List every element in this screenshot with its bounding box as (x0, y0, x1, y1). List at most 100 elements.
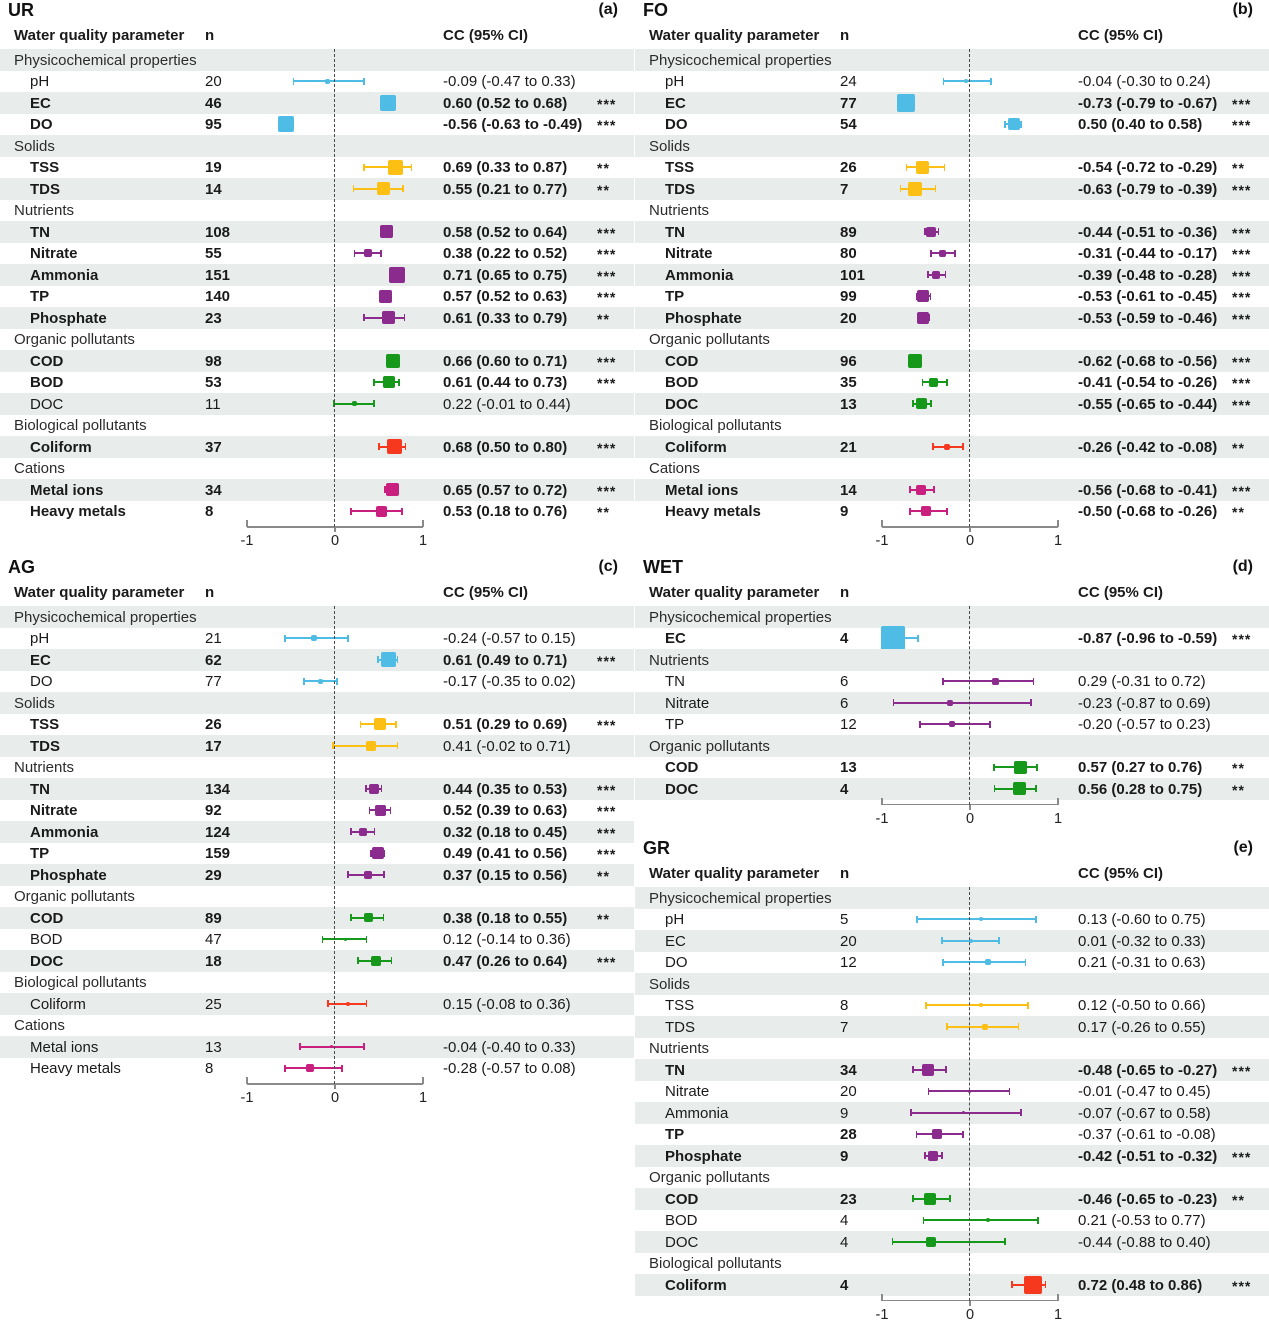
column-header-n: n (840, 865, 850, 882)
ci-whisker (942, 680, 1034, 683)
category-label: Physicochemical properties (14, 51, 197, 69)
significance-stars: *** (1232, 95, 1252, 112)
ci-whisker (919, 723, 991, 726)
ci-cap-high (335, 677, 338, 685)
ci-marker (1012, 782, 1026, 796)
n-value: 13 (840, 395, 857, 413)
cc-value: -0.48 (-0.65 to -0.27) (1078, 1061, 1218, 1079)
cc-value: 0.12 (-0.14 to 0.36) (443, 931, 571, 948)
ci-cap-low (378, 443, 380, 451)
ci-cap-low (924, 1152, 926, 1160)
x-axis: -1 0 1 (635, 520, 1269, 556)
cc-value: 0.52 (0.39 to 0.63) (443, 802, 568, 819)
parameter-label: Nitrate (30, 802, 78, 819)
significance-stars: ** (597, 910, 610, 927)
ci-marker (317, 678, 323, 684)
ci-cap-low (377, 656, 379, 664)
parameter-label: DOC (665, 780, 699, 798)
ci-marker (389, 266, 406, 283)
ci-marker (926, 226, 937, 237)
ci-cap-high (404, 443, 407, 451)
rows-container: Physicochemical properties pH 21 -0.24 (-0.… (0, 606, 634, 1079)
significance-stars: *** (1232, 289, 1252, 305)
ci-whisker (911, 1111, 1022, 1114)
category-row: Physicochemical properties (0, 49, 634, 71)
n-value: 17 (205, 737, 222, 755)
parameter-row: TDS 7 0.17 (-0.26 to 0.55) (635, 1016, 1269, 1038)
ci-cap-low (926, 271, 929, 279)
category-label: Cations (649, 460, 700, 477)
ci-cap-low (909, 486, 911, 494)
column-header-parameter: Water quality parameter (649, 584, 820, 601)
category-label: Organic pollutants (649, 331, 770, 348)
n-value: 20 (840, 309, 857, 327)
ci-cap-high (1020, 1109, 1022, 1117)
ci-cap-high (934, 185, 937, 193)
significance-stars: ** (1232, 760, 1245, 776)
parameter-row: COD 98 0.66 (0.60 to 0.71) *** (0, 350, 634, 372)
parameter-row: DOC 11 0.22 (-0.01 to 0.44) (0, 393, 634, 415)
ci-cap-high (954, 249, 956, 257)
zero-reference-line (334, 606, 336, 1084)
category-row: Organic pollutants (635, 329, 1269, 351)
parameter-label: TDS (30, 180, 60, 198)
axis-tick-label: 1 (418, 1090, 428, 1106)
ci-cap-high (1004, 1238, 1006, 1246)
ci-marker (932, 1129, 943, 1140)
x-axis-tick-zero (969, 804, 971, 810)
parameter-row: DO 77 -0.17 (-0.35 to 0.02) (0, 671, 634, 693)
column-header-cc: CC (95% CI) (443, 27, 529, 44)
ci-marker (908, 353, 923, 368)
n-value: 6 (840, 673, 849, 690)
ci-whisker (917, 918, 1036, 921)
panel-tag-label: (a) (598, 1, 618, 18)
ci-marker (928, 1150, 939, 1161)
parameter-row: Coliform 4 0.72 (0.48 to 0.86) *** (635, 1274, 1269, 1296)
category-row: Biological pollutants (635, 415, 1269, 437)
ci-cap-low (284, 634, 286, 642)
significance-stars: ** (1232, 504, 1245, 520)
ci-marker (329, 1045, 333, 1049)
cc-value: -0.53 (-0.59 to -0.46) (1078, 309, 1218, 327)
ci-cap-low (910, 1109, 912, 1117)
ci-cap-low (384, 486, 386, 494)
parameter-row: BOD 53 0.61 (0.44 to 0.73) *** (0, 372, 634, 394)
category-label: Organic pollutants (649, 1169, 770, 1186)
category-row: Cations (635, 458, 1269, 480)
parameter-row: Metal ions 13 -0.04 (-0.40 to 0.33) (0, 1036, 634, 1058)
parameter-row: Nitrate 92 0.52 (0.39 to 0.63) *** (0, 800, 634, 822)
significance-stars: *** (1232, 396, 1252, 413)
parameter-label: TSS (30, 159, 60, 176)
ci-cap-high (1036, 763, 1038, 771)
n-value: 23 (205, 309, 222, 327)
axis-tick-label: 1 (418, 533, 428, 549)
n-value: 14 (205, 180, 222, 198)
ci-cap-high (398, 378, 401, 386)
x-axis-tick-min (881, 1293, 883, 1301)
n-value: 98 (205, 352, 222, 370)
cc-value: -0.07 (-0.67 to 0.58) (1078, 1104, 1211, 1122)
significance-stars: *** (1232, 631, 1252, 647)
significance-stars: ** (1232, 1191, 1245, 1208)
significance-stars: *** (597, 439, 617, 456)
x-axis-tick-zero (334, 527, 336, 532)
panel-fo: FO (b) Water quality parameter n CC (95% CI)… (635, 0, 1269, 556)
n-value: 35 (840, 374, 857, 391)
column-header-cc: CC (95% CI) (1078, 865, 1164, 882)
parameter-row: TP 99 -0.53 (-0.61 to -0.45) *** (635, 286, 1269, 308)
parameter-label: EC (665, 932, 686, 950)
column-header-n: n (205, 584, 215, 601)
cc-value: 0.13 (-0.60 to 0.75) (1078, 911, 1206, 928)
parameter-label: Ammonia (30, 823, 99, 841)
parameter-label: Nitrate (30, 245, 78, 262)
n-value: 19 (205, 159, 222, 176)
column-header-row: Water quality parameter n CC (95% CI) (0, 23, 634, 49)
category-label: Nutrients (649, 202, 710, 219)
ci-cap-high (390, 957, 393, 965)
ci-cap-low (299, 1043, 301, 1051)
parameter-row: TSS 8 0.12 (-0.50 to 0.66) (635, 995, 1269, 1017)
axis-tick-label: 0 (965, 810, 975, 827)
axis-tick-label: -1 (875, 810, 889, 827)
n-value: 101 (840, 266, 866, 284)
ci-cap-high (373, 828, 376, 836)
